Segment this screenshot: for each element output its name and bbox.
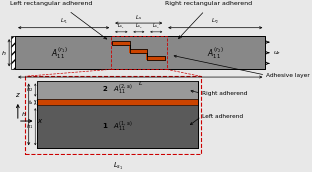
Bar — [37, 80, 198, 99]
Text: $z$: $z$ — [15, 91, 21, 99]
Text: $u_z$: $u_z$ — [274, 49, 282, 57]
Bar — [111, 36, 167, 69]
Bar — [37, 80, 198, 148]
Text: $L_{s_1}$: $L_{s_1}$ — [113, 161, 123, 172]
Text: Right rectangular adherend: Right rectangular adherend — [165, 2, 252, 7]
Text: $\mathbf{1}$   $A_{11}^{(1,s_i)}$: $\mathbf{1}$ $A_{11}^{(1,s_i)}$ — [102, 120, 134, 134]
Bar — [130, 49, 147, 53]
Text: $L_{s_2}$: $L_{s_2}$ — [135, 21, 143, 31]
Text: $A_{11}^{(r_1)}$: $A_{11}^{(r_1)}$ — [51, 45, 68, 61]
Text: $L_{r_1}$: $L_{r_1}$ — [60, 17, 68, 26]
Text: $h_1$: $h_1$ — [26, 122, 34, 131]
Bar — [129, 45, 130, 53]
Text: $A_{11}^{(r_2)}$: $A_{11}^{(r_2)}$ — [207, 45, 224, 61]
Bar — [11, 36, 15, 69]
Text: $L_{s_1}$: $L_{s_1}$ — [117, 21, 125, 31]
Text: $L_s$: $L_s$ — [135, 13, 142, 22]
Bar — [112, 41, 130, 45]
Text: Adhesive layer: Adhesive layer — [266, 73, 310, 78]
Text: $h_2$: $h_2$ — [26, 85, 34, 94]
Text: $L_{r_2}$: $L_{r_2}$ — [211, 17, 219, 26]
Bar — [15, 36, 265, 69]
Bar — [37, 80, 198, 148]
Bar — [147, 56, 165, 60]
Text: $x$: $x$ — [37, 117, 44, 125]
Text: $t_a$: $t_a$ — [28, 98, 34, 107]
Text: $h$: $h$ — [1, 49, 7, 57]
Text: Left rectangular adherend: Left rectangular adherend — [10, 2, 92, 7]
Text: $L_{s_3}$: $L_{s_3}$ — [152, 21, 160, 31]
Text: $L$: $L$ — [138, 79, 143, 87]
Text: Right adherend: Right adherend — [202, 91, 247, 96]
Bar — [37, 99, 198, 105]
Bar — [15, 36, 265, 69]
Bar — [146, 53, 147, 60]
Polygon shape — [112, 41, 165, 60]
Text: $\mathbf{2}$   $A_{11}^{(2,s_i)}$: $\mathbf{2}$ $A_{11}^{(2,s_i)}$ — [102, 83, 134, 97]
Bar — [25, 76, 201, 154]
Text: Left adherend: Left adherend — [202, 114, 243, 119]
Text: $h$: $h$ — [21, 110, 27, 118]
